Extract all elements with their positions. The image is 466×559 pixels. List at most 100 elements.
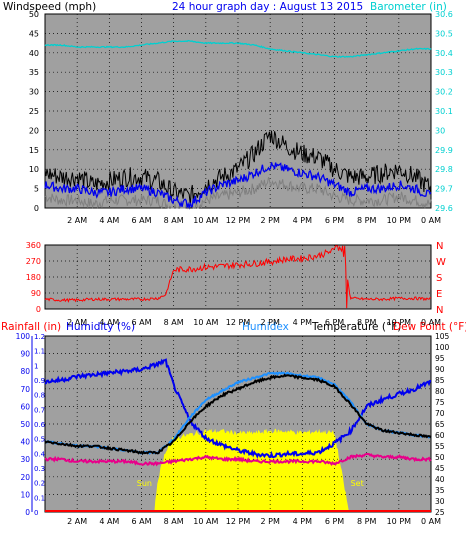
direction-panel-x-tick-label: 8 AM — [164, 318, 184, 327]
direction-panel-x-tick-label: 6 AM — [131, 318, 151, 327]
humidity-y-tick-label: 100 — [16, 332, 31, 341]
wind-panel-x-tick-label: 2 AM — [67, 216, 87, 225]
humidity-y-tick-label: 30 — [20, 455, 30, 464]
rainfall-axis-label: Rainfall (in) — [1, 321, 61, 333]
rainfall-y-tick-label: 0 — [34, 509, 38, 517]
rainfall-y-tick-label: 0.5 — [34, 436, 45, 444]
wind-panel-x-tick-label: 8 AM — [164, 216, 184, 225]
wind-panel-x-tick-label: 0 AM — [421, 216, 441, 225]
windspeed-y-tick-label: 30 — [29, 88, 39, 97]
direction-panel-x-tick-label: 8 PM — [357, 318, 376, 327]
direction-panel-x-tick-label: 10 PM — [387, 318, 412, 327]
humidity-y-tick-label: 10 — [20, 490, 30, 499]
rainfall-y-tick-label: 0.6 — [34, 421, 46, 429]
windspeed-y-tick-label: 25 — [29, 107, 39, 116]
temp-panel-x-tick-label: 12 PM — [226, 517, 251, 526]
sunrise-label: Sun — [137, 479, 152, 488]
humidity-series — [44, 358, 432, 459]
rainfall-y-tick-label: 0.7 — [34, 406, 45, 414]
rainfall-y-tick-label: 0.2 — [34, 480, 45, 488]
barometer-y-tick-label: 30.4 — [435, 49, 453, 58]
dewpoint-axis-label: Dew Point (°F) — [393, 321, 466, 333]
wind-panel-x-tick-label: 2 PM — [260, 216, 279, 225]
temperature-y-tick-label: 105 — [435, 332, 450, 341]
humidity-y-tick-label: 90 — [20, 350, 30, 359]
direction-panel-x-tick-label: 0 AM — [421, 318, 441, 327]
direction-panel-x-tick-label: 6 PM — [325, 318, 344, 327]
humidity-y-tick-label: 80 — [20, 367, 30, 376]
temp-panel-x-tick-label: 4 PM — [293, 517, 312, 526]
barometer-y-tick-label: 29.6 — [435, 204, 453, 213]
temperature-y-tick-label: 55 — [435, 442, 445, 451]
temperature-series — [44, 373, 432, 456]
barometer-y-tick-label: 30.2 — [435, 88, 453, 97]
direction-panel-x-tick-label: 12 PM — [226, 318, 251, 327]
chart-layer: 0510152025303540455029.629.729.829.93030… — [16, 10, 453, 526]
direction-compass-label: E — [436, 289, 442, 300]
direction-y-tick-label: 0 — [36, 305, 41, 314]
rainfall-y-tick-label: 1.2 — [34, 333, 45, 341]
direction-panel-x-tick-label: 4 PM — [293, 318, 312, 327]
temperature-y-tick-label: 25 — [435, 508, 445, 517]
rainfall-y-tick-label: 0.9 — [34, 377, 45, 385]
wind-panel-x-tick-label: 10 AM — [193, 216, 218, 225]
barometer-series — [44, 39, 432, 58]
rainfall-y-tick-label: 1 — [34, 362, 38, 370]
rainfall-y-tick-label: 0.3 — [34, 465, 45, 473]
direction-y-tick-label: 270 — [26, 257, 41, 266]
rainfall-y-tick-label: 1.1 — [34, 348, 45, 356]
temp-panel-x-tick-label: 10 PM — [387, 517, 412, 526]
temperature-y-tick-label: 95 — [435, 354, 445, 363]
humidity-y-tick-label: 40 — [20, 438, 30, 447]
direction-y-tick-label: 90 — [31, 289, 41, 298]
wind-average-series — [44, 162, 432, 210]
sunset-label: Set — [351, 479, 364, 488]
temp-panel-x-tick-label: 6 AM — [131, 517, 151, 526]
windspeed-axis-label: Windspeed (mph) — [3, 1, 96, 13]
direction-panel-x-tick-label: 2 AM — [67, 318, 87, 327]
wind-panel-x-tick-label: 4 PM — [293, 216, 312, 225]
temperature-y-tick-label: 65 — [435, 420, 445, 429]
windspeed-y-tick-label: 50 — [29, 10, 39, 19]
direction-compass-label: S — [436, 273, 442, 284]
humidity-y-tick-label: 50 — [20, 420, 30, 429]
temp-panel-x-tick-label: 2 AM — [67, 517, 87, 526]
chart-title: 24 hour graph day : August 13 2015 — [172, 1, 363, 13]
temp-panel-x-tick-label: 2 PM — [260, 517, 279, 526]
temperature-y-tick-label: 100 — [435, 343, 450, 352]
barometer-y-tick-label: 30.6 — [435, 10, 453, 19]
direction-y-tick-label: 180 — [26, 273, 41, 282]
direction-panel-x-tick-label: 4 AM — [99, 318, 119, 327]
rainfall-y-tick-label: 0.4 — [34, 450, 46, 458]
direction-compass-label: N — [436, 241, 443, 252]
barometer-y-tick-label: 30.3 — [435, 68, 453, 77]
temp-panel-x-tick-label: 8 PM — [357, 517, 376, 526]
direction-panel-x-tick-label: 2 PM — [260, 318, 279, 327]
windspeed-y-tick-label: 0 — [34, 204, 39, 213]
barometer-y-tick-label: 30.1 — [435, 107, 453, 116]
temp-panel-x-tick-label: 8 AM — [164, 517, 184, 526]
windspeed-y-tick-label: 10 — [29, 165, 39, 174]
barometer-y-tick-label: 29.8 — [435, 165, 453, 174]
temperature-y-tick-label: 35 — [435, 486, 445, 495]
barometer-y-tick-label: 30 — [435, 126, 445, 135]
temperature-y-tick-label: 85 — [435, 376, 445, 385]
wind-panel-x-tick-label: 12 PM — [226, 216, 251, 225]
temp-panel-x-tick-label: 10 AM — [193, 517, 218, 526]
temp-panel-x-tick-label: 0 AM — [421, 517, 441, 526]
barometer-y-tick-label: 29.9 — [435, 146, 453, 155]
temperature-y-tick-label: 70 — [435, 409, 445, 418]
temperature-y-tick-label: 30 — [435, 497, 445, 506]
windspeed-y-tick-label: 45 — [29, 29, 39, 38]
barometer-y-tick-label: 29.7 — [435, 185, 453, 194]
temp-panel-x-tick-label: 4 AM — [99, 517, 119, 526]
windspeed-y-tick-label: 35 — [29, 68, 39, 77]
humidity-y-tick-label: 60 — [20, 402, 30, 411]
windspeed-y-tick-label: 20 — [29, 126, 39, 135]
wind-gust-series — [44, 130, 432, 205]
humidex-label: Humidex — [242, 321, 289, 333]
humidity-y-tick-label: 20 — [20, 473, 30, 482]
barometer-y-tick-label: 30.5 — [435, 29, 453, 38]
